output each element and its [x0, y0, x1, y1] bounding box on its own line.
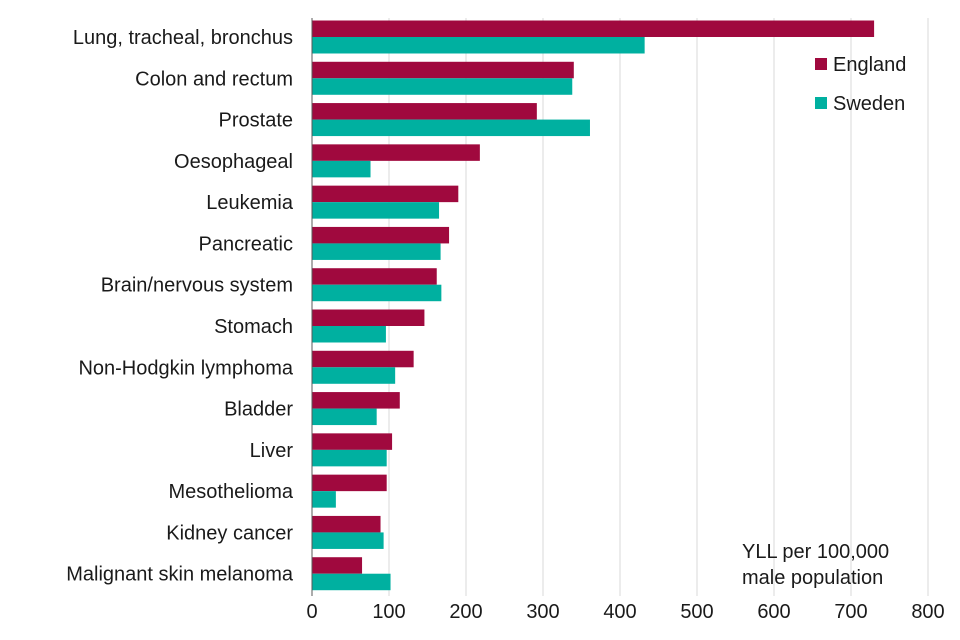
x-tick-labels: 0 100 200 300 400 500 600 700 800: [306, 601, 944, 623]
category-label: Oesophageal: [174, 151, 293, 173]
bar-england: [312, 474, 387, 492]
category-label: Colon and rectum: [135, 68, 293, 90]
x-tick-label: 100: [372, 601, 405, 623]
x-tick-label: 700: [834, 601, 867, 623]
category-label: Lung, tracheal, bronchus: [73, 27, 293, 49]
x-tick-label: 200: [449, 601, 482, 623]
bar-england: [312, 350, 414, 368]
x-tick-label: 300: [526, 601, 559, 623]
bar-england: [312, 433, 393, 450]
category-label: Brain/nervous system: [101, 275, 293, 297]
bars: [312, 20, 875, 591]
category-label: Kidney cancer: [166, 522, 293, 544]
bar-england: [312, 61, 574, 79]
bar-sweden: [312, 243, 441, 260]
legend-label-sweden: Sweden: [833, 93, 905, 115]
bar-sweden: [312, 408, 377, 426]
bar-england: [312, 392, 400, 409]
bar-sweden: [312, 532, 384, 549]
category-label: Mesothelioma: [168, 481, 293, 503]
bar-england: [312, 515, 381, 533]
x-tick-label: 400: [603, 601, 636, 623]
legend: England Sweden: [815, 54, 906, 115]
bar-england: [312, 268, 437, 285]
bar-sweden: [312, 78, 573, 95]
category-label: Stomach: [214, 316, 293, 338]
bar-england: [312, 144, 480, 161]
unit-note-line: YLL per 100,000: [742, 541, 889, 563]
bar-sweden: [312, 202, 440, 219]
legend-label-england: England: [833, 54, 906, 76]
legend-swatch-sweden: [815, 97, 827, 109]
x-tick-label: 800: [911, 601, 944, 623]
bar-sweden: [312, 284, 442, 302]
bar-sweden: [312, 160, 371, 178]
unit-annotation: YLL per 100,000 male population: [742, 541, 889, 589]
category-labels: Lung, tracheal, bronchus Colon and rectum…: [66, 27, 294, 586]
x-tick-label: 600: [757, 601, 790, 623]
bar-sweden: [312, 449, 387, 467]
bar-england: [312, 20, 875, 37]
category-label: Liver: [250, 440, 294, 462]
x-tick-label: 0: [306, 601, 317, 623]
category-label: Malignant skin melanoma: [66, 564, 294, 586]
category-label: Prostate: [219, 110, 293, 132]
bar-sweden: [312, 326, 386, 343]
bar-england: [312, 226, 450, 244]
bar-england: [312, 103, 537, 120]
bar-sweden: [312, 37, 645, 54]
legend-swatch-england: [815, 58, 827, 70]
category-label: Pancreatic: [199, 233, 294, 255]
bar-sweden: [312, 573, 391, 591]
bar-england: [312, 185, 459, 203]
category-label: Non-Hodgkin lymphoma: [78, 357, 293, 379]
bar-england: [312, 557, 363, 574]
x-tick-label: 500: [680, 601, 713, 623]
category-label: Leukemia: [206, 192, 294, 214]
unit-note-line: male population: [742, 567, 883, 589]
category-label: Bladder: [224, 399, 293, 421]
bar-sweden: [312, 491, 336, 508]
bar-sweden: [312, 119, 590, 137]
bar-england: [312, 309, 425, 326]
bar-sweden: [312, 367, 396, 384]
